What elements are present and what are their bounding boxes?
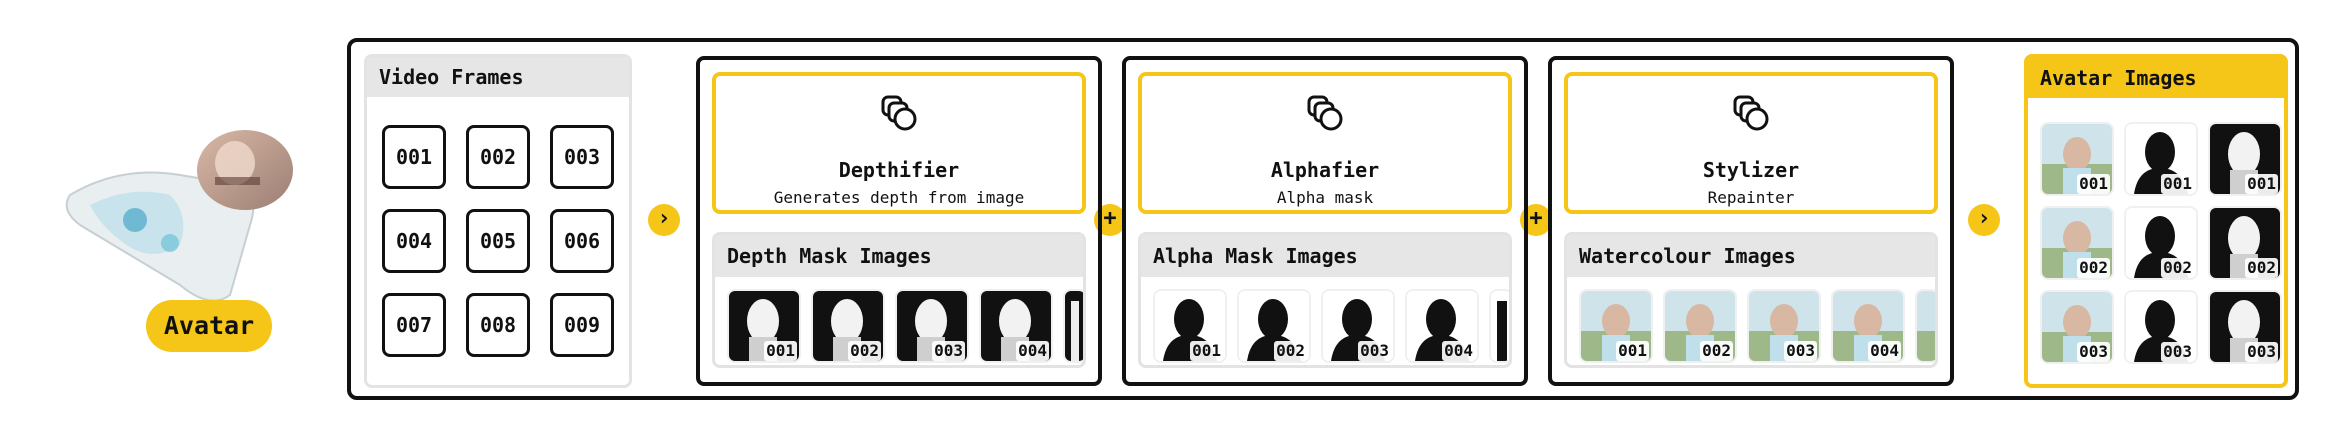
avatar-images-title: Avatar Images — [2028, 58, 2284, 98]
avatar-output-alpha: 001 — [2126, 124, 2196, 194]
alpha-mask-panel: Alpha Mask Images 001 002 003 004 — [1138, 232, 1512, 368]
depth-thumb: 004 — [981, 291, 1051, 361]
thumb-number: 001 — [2245, 174, 2278, 194]
thumb-number: 003 — [932, 341, 965, 361]
avatar-label: Avatar — [146, 300, 272, 352]
stack-icon — [1733, 95, 1769, 131]
thumb-number: 002 — [2077, 258, 2110, 278]
thumb-number: 002 — [1700, 341, 1733, 361]
watercolour-thumb: 003 — [1749, 291, 1819, 361]
stack-icon — [1307, 95, 1343, 131]
stage-subtitle: Generates depth from image — [773, 188, 1025, 207]
avatar-images-panel: Avatar Images 001 001 001 002 002 002 — [2024, 54, 2288, 388]
thumb-number: 003 — [2077, 342, 2110, 362]
watercolour-panel: Watercolour Images 001 002 003 004 — [1564, 232, 1938, 368]
stage-card: Stylizer Repainter — [1564, 72, 1938, 214]
thumb-number: 002 — [1274, 341, 1307, 361]
thumb-number: 001 — [2077, 174, 2110, 194]
avatar-output-depth: 002 — [2210, 208, 2280, 278]
frame-008: 008 — [466, 293, 530, 357]
avatar-output-alpha: 003 — [2126, 292, 2196, 362]
thumb-number: 004 — [1868, 341, 1901, 361]
stack-icon — [881, 95, 917, 131]
thumb-number: 003 — [2161, 342, 2194, 362]
alpha-mask-title: Alpha Mask Images — [1141, 235, 1509, 277]
stage-subtitle: Repainter — [1707, 188, 1795, 207]
depth-thumb: 001 — [729, 291, 799, 361]
thumb-number: 002 — [848, 341, 881, 361]
thumb-number: 001 — [1190, 341, 1223, 361]
stage-card: Alphafier Alpha mask — [1138, 72, 1512, 214]
stage-title: Alphafier — [1270, 158, 1380, 182]
stage-card: Depthifier Generates depth from image — [712, 72, 1086, 214]
thumb-number: 002 — [2161, 258, 2194, 278]
alpha-thumb: 001 — [1155, 291, 1225, 361]
thumb-number: 003 — [1358, 341, 1391, 361]
depth-thumb: 003 — [897, 291, 967, 361]
thumb-number: 004 — [1442, 341, 1475, 361]
alpha-thumb-partial — [1491, 291, 1509, 361]
depth-thumb-partial — [1065, 291, 1083, 361]
frame-001: 001 — [382, 125, 446, 189]
frame-005: 005 — [466, 209, 530, 273]
video-frames-title: Video Frames — [367, 57, 629, 97]
alpha-thumb: 004 — [1407, 291, 1477, 361]
depth-mask-title: Depth Mask Images — [715, 235, 1083, 277]
stage-stylizer: Stylizer Repainter Watercolour Images 00… — [1548, 56, 1954, 386]
avatar-output-watercolour: 001 — [2042, 124, 2112, 194]
frame-003: 003 — [550, 125, 614, 189]
watercolour-title: Watercolour Images — [1567, 235, 1935, 277]
stage-title: Depthifier — [838, 158, 960, 182]
avatar-output-alpha: 002 — [2126, 208, 2196, 278]
stage-depthifier: Depthifier Generates depth from image De… — [696, 56, 1102, 386]
alpha-thumb: 003 — [1323, 291, 1393, 361]
thumb-number: 004 — [1016, 341, 1049, 361]
watercolour-thumb-partial — [1917, 291, 1935, 361]
watercolour-thumb: 002 — [1665, 291, 1735, 361]
stage-alphafier: Alphafier Alpha mask Alpha Mask Images 0… — [1122, 56, 1528, 386]
avatar-output-watercolour: 002 — [2042, 208, 2112, 278]
stage-title: Stylizer — [1702, 158, 1800, 182]
depth-thumb: 002 — [813, 291, 883, 361]
alpha-thumb: 002 — [1239, 291, 1309, 361]
thumb-number: 001 — [764, 341, 797, 361]
frame-006: 006 — [550, 209, 614, 273]
thumb-number: 003 — [1784, 341, 1817, 361]
avatar-output-depth: 001 — [2210, 124, 2280, 194]
thumb-number: 003 — [2245, 342, 2278, 362]
thumb-number: 001 — [1616, 341, 1649, 361]
frame-007: 007 — [382, 293, 446, 357]
avatar-image — [65, 130, 293, 302]
frame-004: 004 — [382, 209, 446, 273]
watercolour-thumb: 001 — [1581, 291, 1651, 361]
stage-subtitle: Alpha mask — [1276, 188, 1374, 207]
depth-mask-panel: Depth Mask Images 001 002 003 004 — [712, 232, 1086, 368]
video-frames-panel: Video Frames 001 002 003 004 005 006 007… — [364, 54, 632, 388]
watercolour-thumb: 004 — [1833, 291, 1903, 361]
frame-009: 009 — [550, 293, 614, 357]
arrow-connector-2: › — [1968, 204, 2000, 236]
frame-002: 002 — [466, 125, 530, 189]
arrow-connector-1: › — [648, 204, 680, 236]
pipeline-frame — [347, 38, 2299, 400]
thumb-number: 002 — [2245, 258, 2278, 278]
avatar-output-depth: 003 — [2210, 292, 2280, 362]
avatar-output-watercolour: 003 — [2042, 292, 2112, 362]
thumb-number: 001 — [2161, 174, 2194, 194]
